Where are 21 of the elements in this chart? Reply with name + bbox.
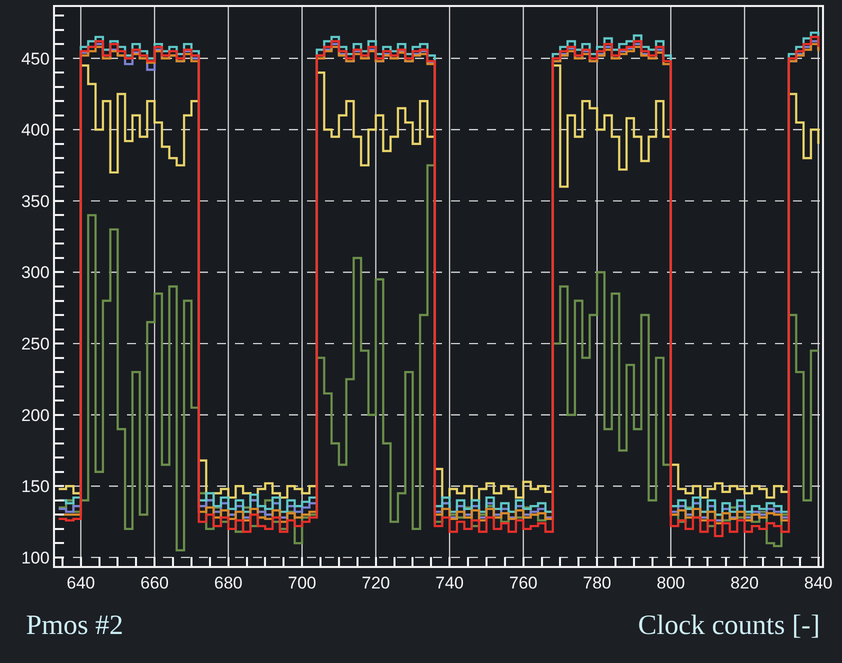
x-tick-label: 820 bbox=[730, 573, 759, 592]
x-tick-label: 740 bbox=[435, 573, 464, 592]
x-tick-label: 700 bbox=[288, 573, 316, 592]
x-tick-label: 800 bbox=[656, 573, 685, 592]
text: Pmos #2 bbox=[26, 610, 124, 641]
y-tick-label: 450 bbox=[21, 49, 50, 68]
x-tick-label: 660 bbox=[140, 573, 169, 592]
x-tick-label: 780 bbox=[582, 573, 612, 592]
y-tick-label: 250 bbox=[21, 334, 50, 354]
x-tick-label: 840 bbox=[804, 573, 832, 592]
y-tick-label: 350 bbox=[21, 192, 50, 211]
y-tick-label: 150 bbox=[21, 477, 50, 496]
y-tick-label: 200 bbox=[21, 406, 50, 425]
y-tick-label: 100 bbox=[21, 548, 50, 568]
x-tick-label: 680 bbox=[214, 573, 242, 592]
y-tick-label: 300 bbox=[21, 263, 50, 282]
y-tick-label: 400 bbox=[21, 120, 50, 140]
x-axis-title: Clock counts [-] bbox=[638, 610, 820, 641]
x-tick-label: 720 bbox=[362, 573, 390, 592]
x-tick-label: 760 bbox=[509, 573, 538, 592]
x-tick-label: 640 bbox=[66, 573, 95, 592]
